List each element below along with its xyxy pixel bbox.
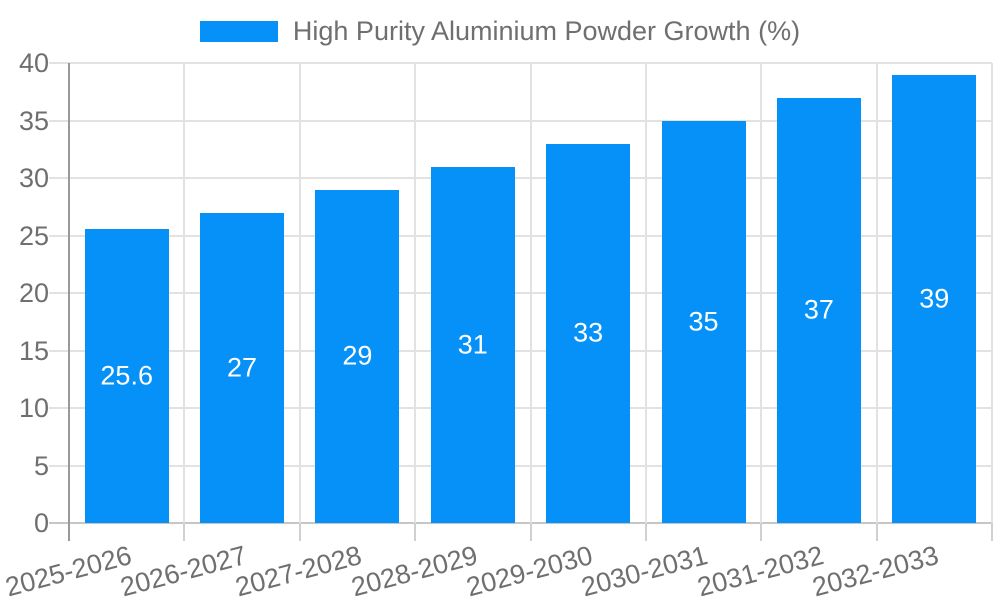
y-axis-tick-label: 20 [18,278,49,308]
y-axis-tick-label: 5 [33,450,49,481]
legend[interactable]: High Purity Aluminium Powder Growth (%) [0,17,1000,45]
bar-value-label: 31 [457,329,488,360]
x-axis-tick [991,523,993,541]
x-axis-tick-label: 2030-2031 [578,540,712,602]
x-axis-tick-label: 2031-2032 [693,540,827,602]
x-axis-tick [298,523,301,541]
bar-2027-2028[interactable]: 29 [315,189,400,523]
bar-value-label: 39 [919,283,950,314]
legend-swatch [199,20,278,42]
x-axis-tick [529,523,532,541]
gridline [49,349,992,352]
legend-label: High Purity Aluminium Powder Growth (%) [292,16,801,46]
bar-value-label: 37 [803,294,834,325]
x-axis-tick-label: 2032-2033 [809,540,942,602]
x-axis-tick-label: 2028-2029 [347,540,481,602]
y-axis-tick-label: 35 [18,105,49,136]
gridline [49,407,992,409]
gridline [760,63,763,523]
gridline [414,63,417,523]
bar-2026-2027[interactable]: 27 [200,212,285,523]
bar-value-label: 29 [342,340,373,371]
bar-value-label: 35 [688,306,719,337]
x-axis-tick-label: 2026-2027 [117,540,250,602]
y-axis-line [68,63,70,541]
bar-2029-2030[interactable]: 33 [546,143,631,523]
gridline [49,177,992,179]
y-axis-tick-label: 30 [18,163,49,193]
x-axis-tick-label: 2027-2028 [232,540,365,602]
gridline [49,62,992,64]
y-axis-tick-label: 25 [18,220,49,251]
gridline [183,63,186,523]
bar-value-label: 27 [227,352,258,383]
gridline [644,63,647,523]
x-axis-tick [414,523,417,541]
bar-value-label: 25.6 [100,360,153,391]
gridline [529,63,532,523]
gridline [991,63,993,523]
bar-2032-2033[interactable]: 39 [892,74,977,523]
bar-2031-2032[interactable]: 37 [776,97,861,523]
bar-2025-2026[interactable]: 25.6 [84,228,169,523]
x-axis-tick [183,523,186,541]
gridline [49,292,992,294]
y-axis-tick-label: 15 [18,335,49,366]
x-axis-tick [760,523,763,541]
gridline [49,119,992,122]
x-axis-tick [644,523,647,541]
y-axis-tick-label: 0 [33,508,49,538]
y-axis-tick-label: 10 [18,393,49,423]
bar-2028-2029[interactable]: 31 [430,166,515,523]
x-axis-tick [875,523,878,541]
bar-2030-2031[interactable]: 35 [661,120,746,523]
x-axis-baseline [49,522,992,524]
x-axis-tick-label: 2025-2026 [1,540,135,602]
x-axis-tick-label: 2029-2030 [463,540,596,602]
gridline [49,234,992,237]
y-axis-tick-label: 40 [18,48,49,78]
gridline [49,464,992,467]
gridline [298,63,301,523]
gridline [875,63,878,523]
bar-value-label: 33 [573,317,604,348]
plot-area: 25.6 27 29 31 33 35 37 39 [49,62,993,541]
